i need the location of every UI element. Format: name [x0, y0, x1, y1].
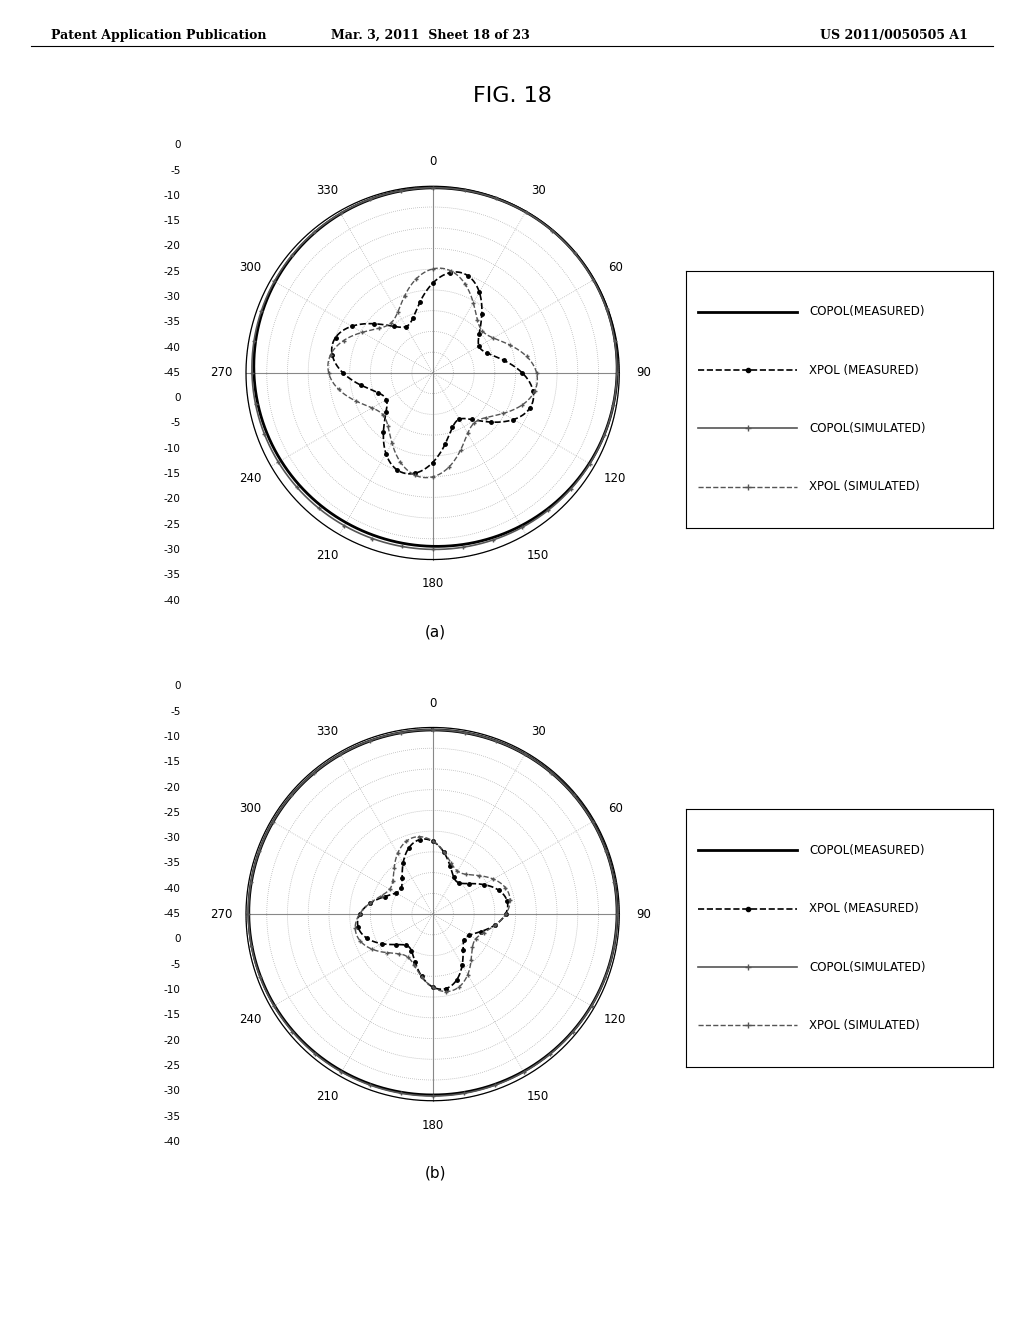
Text: 330: 330 — [316, 725, 338, 738]
Text: -10: -10 — [164, 985, 180, 995]
Text: -25: -25 — [164, 267, 180, 277]
Text: 90: 90 — [636, 908, 651, 920]
Text: 90: 90 — [636, 367, 651, 379]
Text: 0: 0 — [174, 393, 180, 403]
Text: -25: -25 — [164, 808, 180, 818]
Text: US 2011/0050505 A1: US 2011/0050505 A1 — [820, 29, 968, 42]
Text: -10: -10 — [164, 191, 180, 201]
Text: -40: -40 — [164, 1137, 180, 1147]
Text: -40: -40 — [164, 884, 180, 894]
Text: -15: -15 — [164, 216, 180, 226]
Text: Patent Application Publication: Patent Application Publication — [51, 29, 266, 42]
Text: (b): (b) — [425, 1166, 445, 1180]
Text: 0: 0 — [174, 140, 180, 150]
Text: 240: 240 — [239, 471, 261, 484]
Text: -25: -25 — [164, 520, 180, 529]
Text: (a): (a) — [425, 624, 445, 639]
Text: -45: -45 — [164, 909, 180, 919]
Text: -20: -20 — [164, 1036, 180, 1045]
Text: -35: -35 — [164, 317, 180, 327]
Text: XPOL (SIMULATED): XPOL (SIMULATED) — [809, 1019, 920, 1032]
Text: -40: -40 — [164, 343, 180, 352]
Text: COPOL(SIMULATED): COPOL(SIMULATED) — [809, 961, 926, 974]
Text: XPOL (MEASURED): XPOL (MEASURED) — [809, 902, 919, 915]
Text: -10: -10 — [164, 444, 180, 454]
Text: COPOL(MEASURED): COPOL(MEASURED) — [809, 843, 925, 857]
Text: COPOL(MEASURED): COPOL(MEASURED) — [809, 305, 925, 318]
Text: 0: 0 — [174, 935, 180, 944]
Text: 150: 150 — [527, 1090, 549, 1104]
Text: -40: -40 — [164, 595, 180, 606]
Text: -25: -25 — [164, 1061, 180, 1071]
Text: 120: 120 — [604, 1012, 627, 1026]
Text: 180: 180 — [422, 577, 443, 590]
Text: 0: 0 — [174, 681, 180, 692]
Text: -45: -45 — [164, 368, 180, 378]
Text: -35: -35 — [164, 570, 180, 581]
Text: -5: -5 — [170, 165, 180, 176]
Text: -5: -5 — [170, 418, 180, 429]
Text: -10: -10 — [164, 733, 180, 742]
Text: -20: -20 — [164, 495, 180, 504]
Text: 60: 60 — [608, 261, 623, 275]
Text: -35: -35 — [164, 1111, 180, 1122]
Text: -35: -35 — [164, 858, 180, 869]
Text: 0: 0 — [429, 697, 436, 710]
Text: 300: 300 — [239, 803, 261, 816]
Text: 30: 30 — [530, 725, 546, 738]
Text: -30: -30 — [164, 545, 180, 554]
Text: -30: -30 — [164, 292, 180, 302]
Text: 0: 0 — [429, 156, 436, 169]
Text: FIG. 18: FIG. 18 — [472, 86, 552, 106]
Text: XPOL (SIMULATED): XPOL (SIMULATED) — [809, 480, 920, 494]
Text: 210: 210 — [316, 1090, 338, 1104]
Text: 210: 210 — [316, 549, 338, 562]
Text: -30: -30 — [164, 1086, 180, 1096]
Text: XPOL (MEASURED): XPOL (MEASURED) — [809, 363, 919, 376]
Text: 330: 330 — [316, 183, 338, 197]
Text: 300: 300 — [239, 261, 261, 275]
Text: 240: 240 — [239, 1012, 261, 1026]
Text: -20: -20 — [164, 783, 180, 792]
Text: 120: 120 — [604, 471, 627, 484]
Text: 150: 150 — [527, 549, 549, 562]
Text: -20: -20 — [164, 242, 180, 251]
Text: 270: 270 — [211, 908, 232, 920]
Text: 180: 180 — [422, 1118, 443, 1131]
Text: 270: 270 — [211, 367, 232, 379]
Text: -15: -15 — [164, 1010, 180, 1020]
Text: 30: 30 — [530, 183, 546, 197]
Text: 60: 60 — [608, 803, 623, 816]
Text: -15: -15 — [164, 469, 180, 479]
Text: -5: -5 — [170, 960, 180, 970]
Text: -5: -5 — [170, 706, 180, 717]
Text: -15: -15 — [164, 758, 180, 767]
Text: -30: -30 — [164, 833, 180, 843]
Text: COPOL(SIMULATED): COPOL(SIMULATED) — [809, 422, 926, 436]
Text: Mar. 3, 2011  Sheet 18 of 23: Mar. 3, 2011 Sheet 18 of 23 — [331, 29, 529, 42]
